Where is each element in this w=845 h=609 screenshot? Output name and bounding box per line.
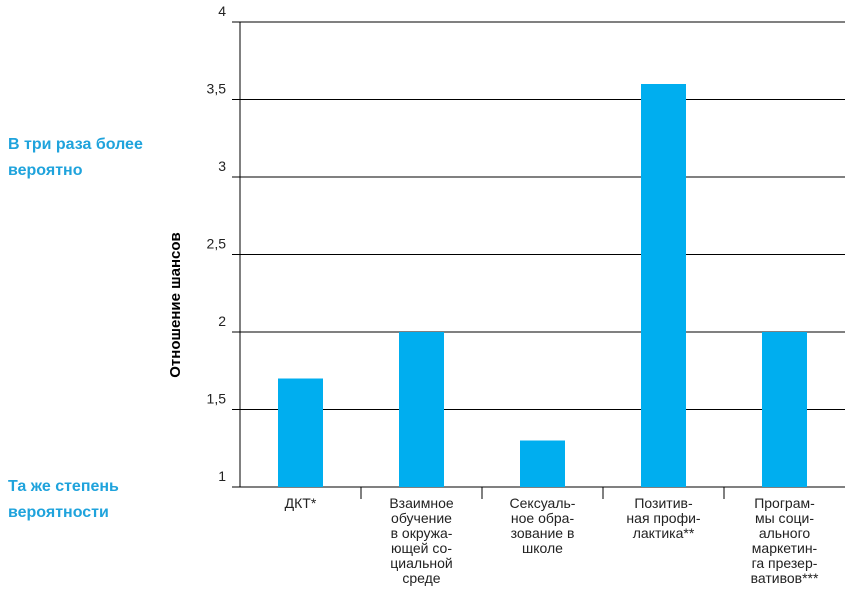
bar <box>399 332 444 487</box>
y-tick-label: 1,5 <box>207 391 227 407</box>
bar <box>278 378 323 487</box>
y-tick-label: 3,5 <box>207 81 227 97</box>
bars <box>278 84 807 487</box>
gridlines <box>232 21 845 488</box>
y-tick-labels: 1 1,5 2 2,5 3 3,5 4 <box>207 3 227 484</box>
annotation-three-times: В три раза более вероятно <box>8 136 143 179</box>
y-tick-label: 1 <box>218 468 226 484</box>
axes <box>239 22 725 499</box>
bar <box>641 84 686 487</box>
x-category-label: Програм-мы соци-ального маркетин-га презе… <box>751 495 819 586</box>
bar <box>762 332 807 487</box>
x-category-label: Сексуаль-ное обра-зование в школе <box>510 495 576 556</box>
y-tick-label: 3 <box>218 158 226 174</box>
annotation-same-degree: Та же степень вероятности <box>8 478 119 521</box>
x-category-label: Взаимное обучение в окружа-ющей со-циально… <box>389 495 454 586</box>
y-axis-title: Отношение шансов <box>167 232 184 378</box>
bar <box>520 440 565 487</box>
y-tick-label: 4 <box>218 3 226 19</box>
x-category-labels: ДКТ* Взаимное обучение в окружа-ющей со-циа… <box>285 495 819 586</box>
y-tick-label: 2 <box>218 313 226 329</box>
y-tick-label: 2,5 <box>207 236 227 252</box>
x-category-label: Позитив-ная профи-лактика** <box>626 495 700 541</box>
x-category-label: ДКТ* <box>285 495 317 511</box>
